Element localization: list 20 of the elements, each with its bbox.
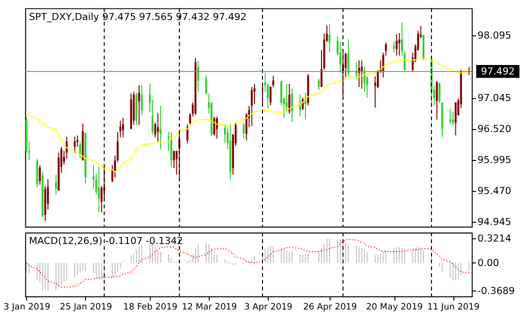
- chart-title: SPT_DXY,Daily 97.475 97.565 97.432 97.492: [29, 12, 247, 23]
- y-tick-label: 0.3214: [478, 233, 512, 244]
- chart-title: MACD(12,26,9) -0.1107 -0.1342: [29, 236, 184, 248]
- x-tick-label: 3 Apr 2019: [244, 302, 292, 312]
- x-tick-label: 26 Apr 2019: [303, 302, 357, 312]
- y-tick-label: 96.520: [478, 124, 512, 135]
- y-tick-label: 97.045: [478, 92, 512, 104]
- x-tick-label: 18 Feb 2019: [123, 302, 178, 312]
- x-tick-label: 11 Jun 2019: [427, 302, 480, 312]
- y-tick-label: 95.470: [478, 186, 512, 198]
- y-tick-label: 94.945: [478, 217, 512, 228]
- y-tick-label: 98.095: [478, 30, 512, 42]
- x-tick-label: 12 Mar 2019: [182, 302, 237, 312]
- y-tick-label: -0.3689: [478, 286, 515, 297]
- ref-line-label: 97.492: [480, 66, 515, 78]
- x-tick-label: 3 Jan 2019: [4, 302, 50, 312]
- x-tick-label: 25 Jan 2019: [60, 302, 112, 312]
- y-tick-label: 0.00: [478, 258, 500, 269]
- y-tick-label: 95.995: [478, 154, 512, 166]
- x-tick-label: 20 May 2019: [366, 302, 423, 312]
